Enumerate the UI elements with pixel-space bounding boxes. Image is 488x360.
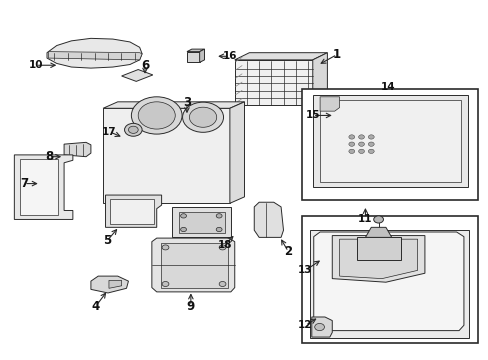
Text: 14: 14 bbox=[380, 82, 395, 92]
Polygon shape bbox=[20, 159, 58, 215]
Circle shape bbox=[358, 135, 364, 139]
Polygon shape bbox=[339, 239, 417, 279]
Circle shape bbox=[182, 102, 223, 132]
Bar bbox=[160, 243, 227, 288]
Polygon shape bbox=[254, 202, 283, 237]
Circle shape bbox=[189, 107, 216, 127]
Circle shape bbox=[219, 245, 225, 250]
Polygon shape bbox=[109, 280, 122, 288]
Polygon shape bbox=[91, 276, 128, 293]
Circle shape bbox=[348, 149, 354, 153]
Circle shape bbox=[373, 216, 383, 223]
Polygon shape bbox=[199, 49, 204, 62]
Text: 1: 1 bbox=[332, 48, 341, 61]
Text: 17: 17 bbox=[102, 127, 116, 136]
Polygon shape bbox=[312, 95, 467, 187]
Polygon shape bbox=[122, 69, 153, 81]
Text: 12: 12 bbox=[298, 320, 312, 330]
Polygon shape bbox=[310, 230, 468, 338]
Text: 9: 9 bbox=[186, 300, 195, 313]
Polygon shape bbox=[229, 102, 244, 203]
Circle shape bbox=[348, 135, 354, 139]
Polygon shape bbox=[64, 142, 91, 157]
Polygon shape bbox=[331, 235, 424, 282]
Circle shape bbox=[348, 142, 354, 146]
Polygon shape bbox=[172, 207, 230, 237]
Bar bbox=[320, 100, 460, 182]
Circle shape bbox=[216, 227, 222, 231]
Text: 18: 18 bbox=[217, 239, 232, 249]
Circle shape bbox=[162, 282, 168, 287]
Text: 3: 3 bbox=[183, 96, 191, 109]
Circle shape bbox=[180, 214, 186, 218]
Text: 6: 6 bbox=[141, 59, 149, 72]
Bar bbox=[110, 199, 154, 224]
Text: 4: 4 bbox=[91, 300, 100, 313]
Circle shape bbox=[180, 227, 186, 231]
Text: 13: 13 bbox=[298, 265, 312, 275]
Text: 10: 10 bbox=[28, 60, 43, 70]
Circle shape bbox=[131, 97, 182, 134]
Polygon shape bbox=[234, 60, 312, 105]
Polygon shape bbox=[103, 108, 229, 203]
Polygon shape bbox=[356, 237, 400, 260]
Polygon shape bbox=[152, 238, 234, 292]
Polygon shape bbox=[365, 227, 391, 237]
Polygon shape bbox=[14, 155, 73, 220]
Polygon shape bbox=[103, 102, 244, 108]
Circle shape bbox=[314, 323, 324, 330]
Polygon shape bbox=[312, 53, 327, 105]
Polygon shape bbox=[48, 51, 142, 60]
Circle shape bbox=[128, 126, 138, 134]
Circle shape bbox=[358, 149, 364, 153]
Circle shape bbox=[367, 142, 373, 146]
Circle shape bbox=[367, 135, 373, 139]
Polygon shape bbox=[320, 97, 339, 111]
Text: 7: 7 bbox=[20, 177, 28, 190]
Circle shape bbox=[138, 102, 175, 129]
Polygon shape bbox=[186, 51, 199, 62]
Bar bbox=[302, 89, 477, 200]
Circle shape bbox=[216, 214, 222, 218]
Bar bbox=[302, 216, 477, 343]
Polygon shape bbox=[234, 53, 327, 60]
Bar bbox=[178, 212, 224, 233]
Polygon shape bbox=[186, 49, 204, 51]
Circle shape bbox=[219, 282, 225, 287]
Polygon shape bbox=[105, 195, 161, 227]
Circle shape bbox=[367, 149, 373, 153]
Text: 16: 16 bbox=[222, 51, 237, 61]
Polygon shape bbox=[47, 39, 142, 68]
Text: 15: 15 bbox=[305, 111, 319, 121]
Polygon shape bbox=[311, 317, 331, 337]
Text: 5: 5 bbox=[102, 234, 111, 247]
Polygon shape bbox=[313, 232, 463, 330]
Text: 2: 2 bbox=[284, 245, 292, 258]
Circle shape bbox=[358, 142, 364, 146]
Circle shape bbox=[124, 123, 142, 136]
Text: 8: 8 bbox=[45, 150, 54, 163]
Text: 11: 11 bbox=[357, 214, 372, 224]
Circle shape bbox=[162, 245, 168, 250]
